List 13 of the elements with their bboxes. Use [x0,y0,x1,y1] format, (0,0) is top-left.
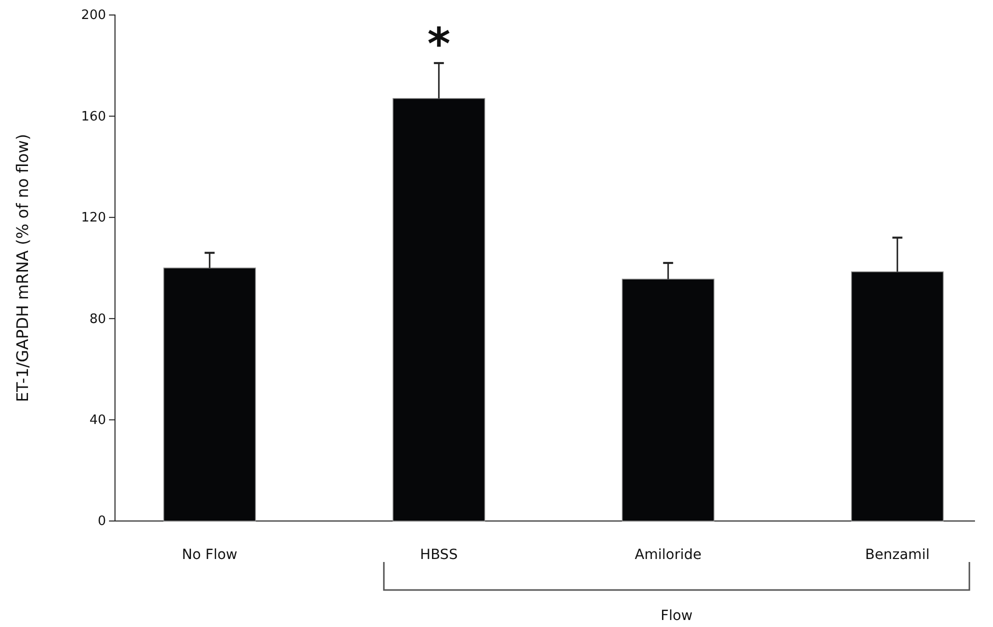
annotation: * [427,19,450,70]
text: Flow [660,608,693,624]
y-tick-label: 200 [81,8,106,24]
y-tick-label: 160 [81,109,106,124]
y-axis-title: ET-1/GAPDH mRNA (% of no flow) [13,134,32,402]
y-tick-label: 80 [89,312,106,327]
y-tick-label: 40 [89,412,106,428]
y-tick-label: 0 [98,514,106,530]
x-tick-label: HBSS [420,546,458,563]
x-tick-label: No Flow [182,546,238,563]
y-tick-label: 120 [81,210,106,226]
x-tick-label: Amiloride [634,546,702,563]
x-tick-label: Benzamil [865,546,930,563]
